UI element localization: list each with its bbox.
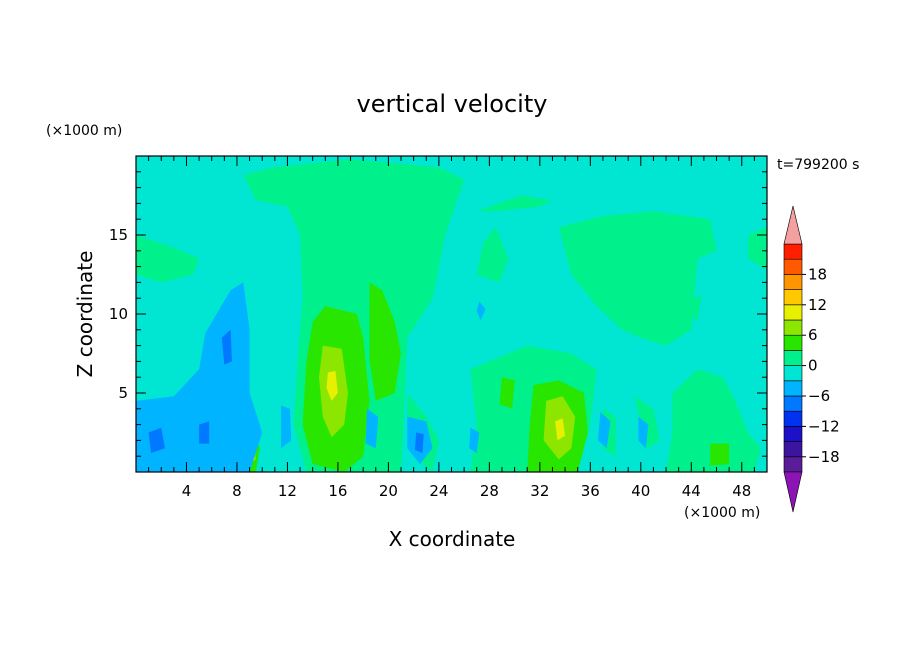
colorbar-segment (783, 410, 803, 427)
x-tick-label: 40 (631, 482, 650, 500)
chart-title: vertical velocity (357, 90, 548, 118)
contour-region (136, 282, 263, 472)
contour-region (710, 443, 730, 466)
colorbar-segment (783, 380, 803, 397)
colorbar-tick-label: 18 (808, 265, 827, 283)
colorbar-segment (783, 258, 803, 275)
colorbar-tick-label: 6 (808, 326, 818, 344)
y-tick-label: 5 (118, 384, 128, 402)
x-tick-label: 4 (182, 482, 192, 500)
contour-region (748, 227, 767, 270)
colorbar-segment (783, 441, 803, 458)
y-axis-label: Z coordinate (73, 251, 97, 378)
contour-region (199, 421, 210, 444)
colorbar-tick-label: −12 (808, 417, 840, 435)
time-label: t=799200 s (777, 157, 859, 173)
contour-region (281, 405, 292, 449)
x-axis-unit: (×1000 m) (684, 505, 760, 521)
x-tick-label: 16 (328, 482, 347, 500)
contour-region (691, 295, 702, 322)
colorbar-tick-label: 0 (808, 357, 818, 375)
x-tick-label: 28 (480, 482, 499, 500)
y-tick-labels: 5 10 15 (109, 226, 128, 402)
colorbar-segment (783, 319, 803, 336)
contour-region (476, 301, 486, 321)
contour-field (136, 156, 767, 472)
contour-region (555, 418, 566, 441)
contour-region (136, 235, 200, 283)
colorbar-segment (783, 274, 803, 290)
contour-region (638, 416, 649, 449)
colorbar-tick-label: −6 (808, 387, 830, 405)
y-tick-label: 15 (109, 226, 128, 244)
colorbar-segment (783, 350, 803, 366)
colorbar-segment (783, 243, 803, 260)
y-axis-unit: (×1000 m) (46, 123, 122, 139)
contour-region (499, 377, 515, 409)
contour-region (666, 369, 761, 472)
x-tick-label: 8 (232, 482, 242, 500)
contour-region (326, 370, 338, 401)
colorbar-segment (783, 289, 803, 306)
x-tick-label: 36 (581, 482, 600, 500)
colorbar-over-arrow (783, 205, 803, 245)
contour-region (365, 408, 379, 449)
x-tick-label: 20 (379, 482, 398, 500)
x-tick-label: 12 (278, 482, 297, 500)
x-axis-label: X coordinate (389, 527, 516, 551)
x-tick-label: 48 (732, 482, 751, 500)
x-tick-label: 44 (682, 482, 701, 500)
contour-region (414, 432, 424, 453)
x-tick-labels: 4 8 12 16 20 24 28 32 36 40 44 48 (182, 482, 752, 500)
colorbar-segment (783, 456, 803, 473)
contour-region (469, 427, 480, 453)
colorbar-tick-label: −18 (808, 448, 840, 466)
axis-ticks (136, 156, 767, 472)
x-tick-label: 24 (429, 482, 448, 500)
contour-region (634, 396, 660, 449)
colorbar-under-arrow (783, 471, 803, 513)
contour-region (148, 427, 165, 453)
colorbar-segment (783, 395, 803, 412)
colorbar-segment (783, 365, 803, 382)
contour-region (476, 195, 553, 212)
y-tick-label: 10 (109, 305, 128, 323)
x-tick-label: 32 (530, 482, 549, 500)
colorbar-segment (783, 334, 803, 351)
colorbar: 18 12 6 0 −6 −12 −18 (783, 205, 840, 513)
contour-region (476, 227, 509, 283)
colorbar-segment (783, 426, 803, 442)
contour-region (369, 282, 401, 401)
colorbar-segment (783, 304, 803, 321)
contour-region (221, 329, 232, 365)
colorbar-tick-label: 12 (808, 296, 827, 314)
contour-region (558, 211, 717, 346)
contour-region (597, 412, 611, 449)
